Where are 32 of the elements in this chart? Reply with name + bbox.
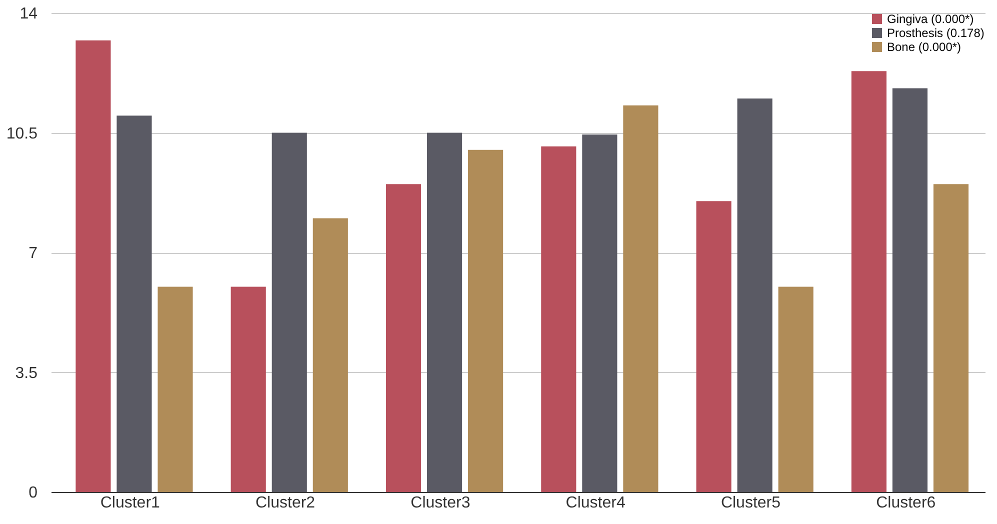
bar <box>272 132 307 492</box>
legend-label: Gingiva (0.000*) <box>887 12 974 26</box>
x-tick-label: Cluster1 <box>100 494 160 512</box>
x-tick-label: Cluster3 <box>410 494 470 512</box>
bar <box>851 71 886 492</box>
bar <box>696 201 732 492</box>
y-tick-label: 3.5 <box>15 364 38 382</box>
x-tick-label: Cluster5 <box>720 494 781 512</box>
bar <box>892 88 928 492</box>
bar <box>468 150 504 492</box>
y-tick-label: 7 <box>28 245 38 262</box>
bar <box>230 286 266 492</box>
bar <box>582 134 618 492</box>
bar <box>76 40 111 492</box>
bar <box>426 132 462 492</box>
bar <box>933 184 969 492</box>
bar <box>312 218 348 492</box>
bar <box>623 105 658 492</box>
bar <box>778 286 814 492</box>
bar <box>116 116 152 492</box>
x-tick-label: Cluster2 <box>255 494 316 512</box>
legend-label: Prosthesis (0.178) <box>887 26 984 40</box>
bar <box>737 98 772 492</box>
legend-label: Bone (0.000*) <box>887 40 962 54</box>
bar <box>386 184 422 492</box>
bar <box>158 286 193 492</box>
y-tick-label: 14 <box>20 6 38 22</box>
x-tick-label: Cluster6 <box>876 494 936 512</box>
x-tick-label: Cluster4 <box>566 494 626 512</box>
bar <box>541 146 576 492</box>
y-tick-label: 10.5 <box>6 125 38 142</box>
y-tick-label: 0 <box>28 484 38 502</box>
